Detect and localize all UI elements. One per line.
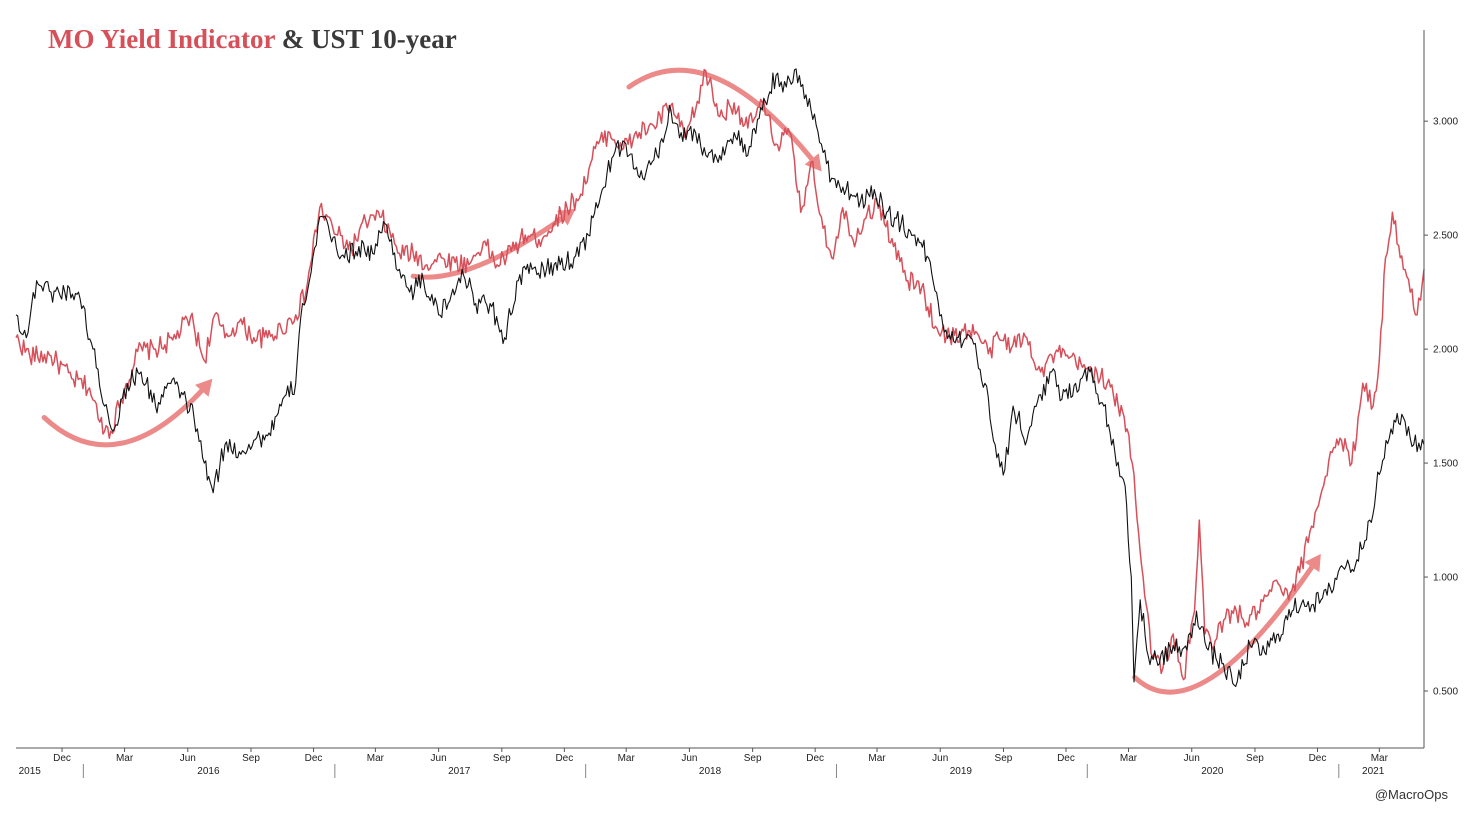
x-tick-label: Mar [1371, 753, 1389, 764]
x-tick-label: Jun [681, 753, 697, 764]
x-tick-label: Dec [1057, 753, 1075, 764]
x-year-label: 2020 [1201, 766, 1224, 777]
x-tick-label: Sep [1246, 753, 1264, 764]
x-tick-label: Mar [618, 753, 636, 764]
chart-title: MO Yield Indicator & UST 10-year [48, 24, 457, 55]
x-tick-label: Dec [53, 753, 71, 764]
x-tick-label: Jun [1184, 753, 1200, 764]
y-tick-label: 2.500 [1433, 231, 1458, 242]
x-tick-label: Sep [242, 753, 260, 764]
title-mo-yield-indicator: MO Yield Indicator [48, 24, 275, 54]
x-year-label: 2016 [197, 766, 220, 777]
series-line-mo [15, 68, 1425, 681]
x-tick-label: Sep [493, 753, 511, 764]
x-tick-label: Sep [995, 753, 1013, 764]
x-tick-label: Jun [932, 753, 948, 764]
x-tick-label: Jun [431, 753, 447, 764]
title-ust-10-year: & UST 10-year [281, 24, 457, 54]
x-tick-label: Dec [1309, 753, 1327, 764]
series-line-ust [15, 68, 1425, 688]
x-year-label: 2019 [950, 766, 973, 777]
x-tick-label: Dec [806, 753, 824, 764]
x-tick-label: Mar [367, 753, 385, 764]
source-credit: @MacroOps [1374, 787, 1448, 802]
x-tick-label: Sep [744, 753, 762, 764]
x-year-label: 2021 [1362, 766, 1385, 777]
x-tick-label: Dec [305, 753, 323, 764]
axes: 0.500 1.000 1.500 2.000 2.500 3.000 Dec Mar Jun S… [16, 30, 1458, 778]
x-year-label: 2015 [19, 766, 42, 777]
y-tick-label: 2.000 [1433, 345, 1458, 356]
trend-arrow-head [557, 208, 576, 226]
trend-arrow-head [195, 378, 213, 397]
x-year-label: 2018 [699, 766, 722, 777]
trend-arrow [410, 209, 574, 280]
x-tick-label: Dec [555, 753, 573, 764]
x-tick-label: Mar [1120, 753, 1138, 764]
x-tick-label: Mar [116, 753, 134, 764]
y-tick-label: 1.000 [1433, 573, 1458, 584]
y-tick-label: 1.500 [1433, 459, 1458, 470]
y-tick-label: 3.000 [1433, 117, 1458, 128]
series-lines [15, 68, 1425, 688]
trend-arrow-head [1304, 553, 1321, 573]
x-tick-label: Jun [180, 753, 196, 764]
x-tick-label: Mar [868, 753, 886, 764]
x-year-label: 2017 [448, 766, 471, 777]
trend-arrows [41, 67, 1321, 695]
y-tick-label: 0.500 [1433, 687, 1458, 698]
